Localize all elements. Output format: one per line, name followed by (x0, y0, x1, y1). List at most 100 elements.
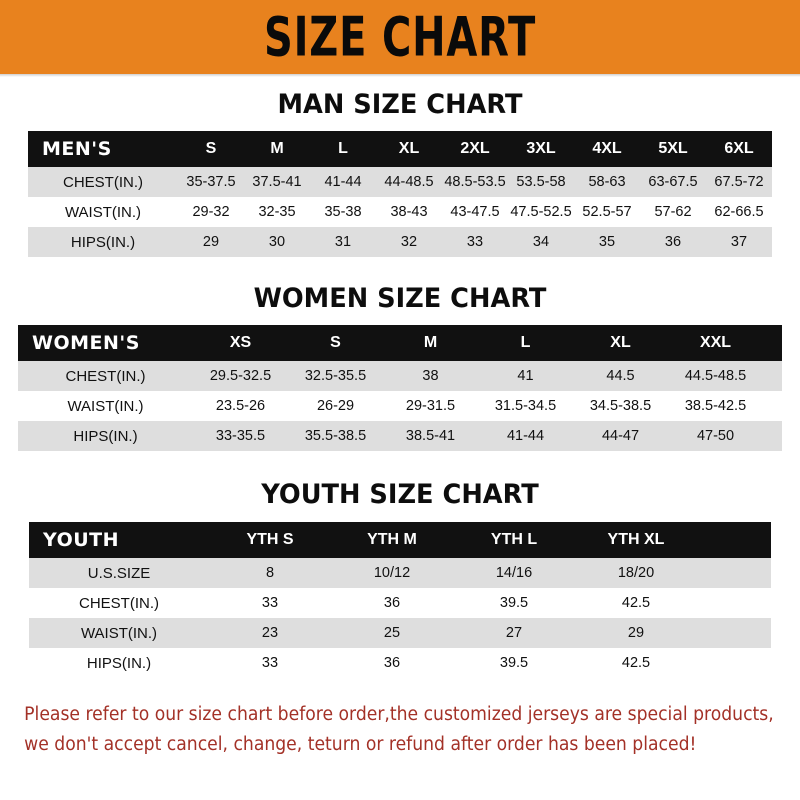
youth-row-3-spacer (697, 648, 771, 678)
youth-cell-1-3: 42.5 (575, 588, 697, 618)
youth-cell-1-1: 36 (331, 588, 453, 618)
women-cell-1-5: 38.5-42.5 (668, 391, 763, 421)
man-row-1-label: WAIST(IN.) (28, 197, 178, 227)
women-cell-0-2: 38 (383, 361, 478, 391)
youth-row-1-label: CHEST(IN.) (29, 588, 209, 618)
table-row: HIPS(IN.) 33 36 39.5 42.5 (29, 648, 771, 678)
youth-table-header-row: YOUTH YTH S YTH M YTH L YTH XL (29, 522, 771, 558)
youth-cell-1-2: 39.5 (453, 588, 575, 618)
man-col-2: L (338, 140, 348, 157)
page-title: SIZE CHART (263, 5, 537, 69)
women-section-title: WOMEN SIZE CHART (253, 283, 547, 314)
youth-cell-0-2: 14/16 (453, 558, 575, 588)
man-cell-2-0: 29 (178, 227, 244, 257)
man-col-8: 6XL (724, 140, 754, 157)
youth-row-2-label: WAIST(IN.) (29, 618, 209, 648)
women-cell-2-2: 38.5-41 (383, 421, 478, 451)
order-policy-notice: Please refer to our size chart before or… (0, 700, 774, 760)
women-cell-1-2: 29-31.5 (383, 391, 478, 421)
women-cell-2-0: 33-35.5 (193, 421, 288, 451)
youth-cell-0-3: 18/20 (575, 558, 697, 588)
women-cell-1-3: 31.5-34.5 (478, 391, 573, 421)
man-col-3: XL (398, 140, 420, 157)
banner-shadow-divider (0, 74, 800, 77)
youth-col-3: YTH XL (607, 531, 665, 548)
man-cell-0-5: 53.5-58 (508, 167, 574, 197)
women-corner-label: WOMEN'S (32, 332, 140, 354)
youth-cell-3-2: 39.5 (453, 648, 575, 678)
youth-header-spacer (697, 522, 771, 558)
man-section-title: MAN SIZE CHART (277, 89, 523, 120)
table-row: WAIST(IN.) 23.5-26 26-29 29-31.5 31.5-34… (18, 391, 782, 421)
man-row-0-label: CHEST(IN.) (28, 167, 178, 197)
man-cell-1-6: 52.5-57 (574, 197, 640, 227)
women-row-1-label: WAIST(IN.) (18, 391, 193, 421)
women-col-4: XL (610, 334, 631, 351)
women-row-0-spacer (763, 361, 782, 391)
man-cell-2-7: 36 (640, 227, 706, 257)
women-cell-0-5: 44.5-48.5 (668, 361, 763, 391)
table-row: WAIST(IN.) 29-32 32-35 35-38 38-43 43-47… (28, 197, 772, 227)
table-row: CHEST(IN.) 29.5-32.5 32.5-35.5 38 41 44.… (18, 361, 782, 391)
youth-section-title: YOUTH SIZE CHART (261, 479, 539, 510)
man-row-2-label: HIPS(IN.) (28, 227, 178, 257)
man-cell-1-1: 32-35 (244, 197, 310, 227)
man-col-1: M (270, 140, 284, 157)
women-header-spacer (763, 325, 782, 361)
youth-cell-1-0: 33 (209, 588, 331, 618)
youth-cell-2-0: 23 (209, 618, 331, 648)
man-cell-0-2: 41-44 (310, 167, 376, 197)
youth-cell-2-1: 25 (331, 618, 453, 648)
youth-corner-label: YOUTH (43, 529, 120, 551)
page-banner: SIZE CHART (0, 0, 800, 74)
youth-cell-2-3: 29 (575, 618, 697, 648)
women-cell-1-1: 26-29 (288, 391, 383, 421)
women-cell-0-1: 32.5-35.5 (288, 361, 383, 391)
youth-row-3-label: HIPS(IN.) (29, 648, 209, 678)
man-cell-0-3: 44-48.5 (376, 167, 442, 197)
man-col-5: 3XL (526, 140, 556, 157)
man-cell-2-8: 37 (706, 227, 772, 257)
man-table-wrapper: MEN'S S M L XL 2XL 3XL 4XL 5XL 6XL CHEST… (0, 131, 800, 257)
youth-row-2-spacer (697, 618, 771, 648)
women-col-2: M (423, 334, 438, 351)
youth-row-0-label: U.S.SIZE (29, 558, 209, 588)
man-cell-1-7: 57-62 (640, 197, 706, 227)
man-cell-2-1: 30 (244, 227, 310, 257)
women-table-wrapper: WOMEN'S XS S M L XL XXL CHEST(IN.) 29.5-… (0, 325, 800, 451)
youth-table-wrapper: YOUTH YTH S YTH M YTH L YTH XL U.S.SIZE … (0, 522, 800, 678)
women-size-table: WOMEN'S XS S M L XL XXL CHEST(IN.) 29.5-… (18, 325, 782, 451)
women-cell-0-3: 41 (478, 361, 573, 391)
women-row-1-spacer (763, 391, 782, 421)
man-cell-1-4: 43-47.5 (442, 197, 508, 227)
youth-cell-2-2: 27 (453, 618, 575, 648)
women-cell-2-3: 41-44 (478, 421, 573, 451)
youth-cell-0-1: 10/12 (331, 558, 453, 588)
table-row: CHEST(IN.) 33 36 39.5 42.5 (29, 588, 771, 618)
women-row-0-label: CHEST(IN.) (18, 361, 193, 391)
women-cell-2-1: 35.5-38.5 (288, 421, 383, 451)
women-row-2-spacer (763, 421, 782, 451)
man-cell-1-0: 29-32 (178, 197, 244, 227)
man-cell-2-2: 31 (310, 227, 376, 257)
notice-line-1: Please refer to our size chart before or… (24, 704, 774, 725)
youth-cell-0-0: 8 (209, 558, 331, 588)
women-cell-0-0: 29.5-32.5 (193, 361, 288, 391)
man-corner-label: MEN'S (42, 138, 112, 160)
man-cell-0-6: 58-63 (574, 167, 640, 197)
women-col-5: XXL (699, 334, 732, 351)
notice-line-2: we don't accept cancel, change, teturn o… (24, 734, 697, 755)
man-cell-2-3: 32 (376, 227, 442, 257)
man-cell-1-2: 35-38 (310, 197, 376, 227)
women-table-header-row: WOMEN'S XS S M L XL XXL (18, 325, 782, 361)
man-col-6: 4XL (592, 140, 622, 157)
man-cell-1-5: 47.5-52.5 (508, 197, 574, 227)
youth-row-1-spacer (697, 588, 771, 618)
women-cell-1-0: 23.5-26 (193, 391, 288, 421)
man-cell-2-6: 35 (574, 227, 640, 257)
youth-col-2: YTH L (490, 531, 538, 548)
table-row: WAIST(IN.) 23 25 27 29 (29, 618, 771, 648)
man-cell-1-3: 38-43 (376, 197, 442, 227)
women-col-1: S (330, 334, 341, 351)
youth-cell-3-0: 33 (209, 648, 331, 678)
